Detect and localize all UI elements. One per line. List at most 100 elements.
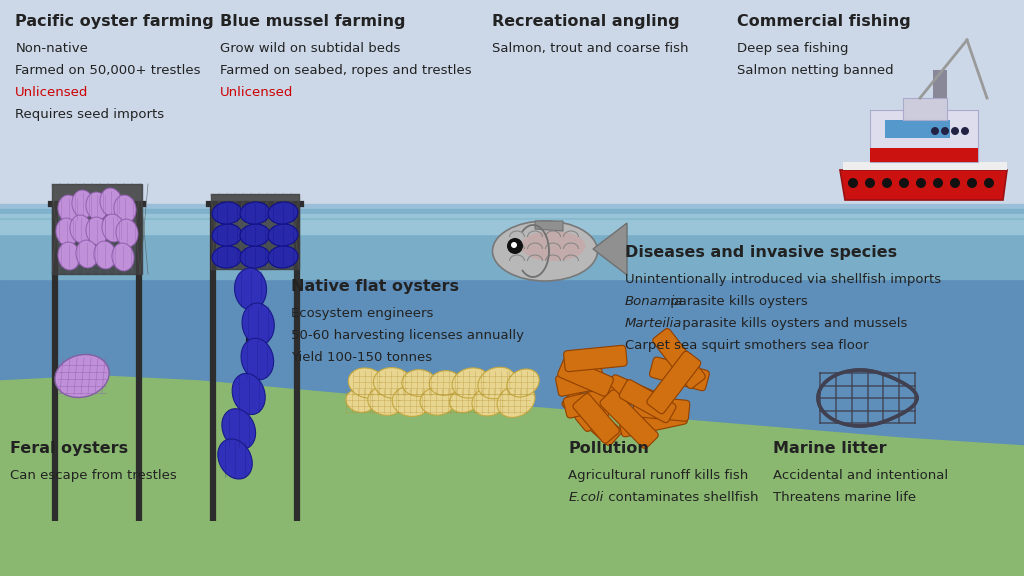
Ellipse shape [114,195,136,223]
FancyBboxPatch shape [620,380,676,423]
Ellipse shape [70,215,92,243]
Text: Unlicensed: Unlicensed [220,86,294,100]
Text: Requires seed imports: Requires seed imports [15,108,165,122]
Ellipse shape [112,243,134,271]
Text: Threatens marine life: Threatens marine life [773,491,916,503]
Ellipse shape [76,240,98,268]
Ellipse shape [86,217,109,245]
Ellipse shape [72,190,94,218]
Bar [0,214,1024,234]
Text: Can escape from trestles: Can escape from trestles [10,469,177,482]
Ellipse shape [374,367,413,399]
Bar [0,209,1024,249]
Ellipse shape [452,368,489,398]
Text: Ecosystem engineers: Ecosystem engineers [291,308,433,320]
Text: Grow wild on subtidal beds: Grow wild on subtidal beds [220,43,400,55]
Ellipse shape [520,231,586,261]
FancyBboxPatch shape [562,390,622,445]
Text: Unlicensed: Unlicensed [15,86,89,100]
Circle shape [967,178,977,188]
Ellipse shape [348,368,386,398]
Text: Agricultural runoff kills fish: Agricultural runoff kills fish [568,469,749,482]
Ellipse shape [268,202,298,224]
Text: Marine litter: Marine litter [773,441,887,456]
Bar [0,466,1024,576]
Ellipse shape [218,439,252,479]
Polygon shape [0,376,1024,576]
Text: Native flat oysters: Native flat oysters [291,279,459,294]
Ellipse shape [450,389,478,412]
Ellipse shape [212,246,242,268]
FancyBboxPatch shape [563,346,627,372]
Ellipse shape [268,224,298,246]
Bar [211,194,299,269]
FancyBboxPatch shape [649,357,710,391]
Circle shape [984,178,994,188]
Ellipse shape [401,370,436,396]
Ellipse shape [232,373,265,415]
Bar [0,204,1024,229]
Text: Commercial fishing: Commercial fishing [737,14,911,29]
Ellipse shape [242,303,274,345]
Circle shape [865,178,874,188]
Text: 50-60 harvesting licenses annually: 50-60 harvesting licenses annually [291,329,524,342]
Text: parasite kills oysters: parasite kills oysters [666,295,808,308]
Circle shape [511,242,517,248]
Ellipse shape [94,241,116,269]
Text: Farmed on 50,000+ trestles: Farmed on 50,000+ trestles [15,65,201,77]
Ellipse shape [429,371,461,395]
Polygon shape [535,221,563,231]
FancyBboxPatch shape [606,375,658,412]
Ellipse shape [240,202,270,224]
Circle shape [899,178,909,188]
Circle shape [931,127,939,135]
Ellipse shape [478,367,516,399]
Text: Recreational angling: Recreational angling [492,14,679,29]
Bar [0,0,1024,219]
Ellipse shape [392,385,432,416]
Bar [0,214,1024,279]
Ellipse shape [102,214,124,242]
Circle shape [941,127,949,135]
Text: Non-native: Non-native [15,43,88,55]
Ellipse shape [222,409,256,449]
Bar [0,219,1024,356]
Circle shape [951,127,959,135]
Polygon shape [593,223,627,275]
Text: Marteilia: Marteilia [625,317,682,330]
Ellipse shape [472,386,508,416]
FancyBboxPatch shape [573,393,620,443]
Circle shape [950,178,961,188]
Ellipse shape [86,192,109,220]
Circle shape [916,178,926,188]
FancyBboxPatch shape [575,388,623,431]
Ellipse shape [100,188,122,216]
FancyBboxPatch shape [647,351,700,414]
Text: Bonamia: Bonamia [625,295,683,308]
Bar [870,110,978,162]
FancyBboxPatch shape [600,390,658,449]
Ellipse shape [212,224,242,246]
Ellipse shape [240,224,270,246]
Ellipse shape [58,242,80,270]
Bar [903,98,947,120]
Text: Yield 100-150 tonnes: Yield 100-150 tonnes [291,351,432,365]
Ellipse shape [497,385,535,418]
Bar [0,346,1024,476]
Bar [52,184,142,274]
Ellipse shape [116,219,138,247]
FancyBboxPatch shape [558,358,613,396]
Ellipse shape [507,369,540,397]
Ellipse shape [493,221,597,281]
FancyBboxPatch shape [633,396,690,421]
Bar [885,120,950,138]
Text: Diseases and invasive species: Diseases and invasive species [625,245,897,260]
Text: Unintentionally introduced via shellfish imports: Unintentionally introduced via shellfish… [625,273,941,286]
Ellipse shape [240,246,270,268]
Text: E.coli: E.coli [568,491,603,503]
Text: Accidental and intentional: Accidental and intentional [773,469,948,482]
FancyBboxPatch shape [652,328,706,389]
Bar [933,70,947,98]
Ellipse shape [368,386,404,415]
FancyBboxPatch shape [618,404,687,437]
